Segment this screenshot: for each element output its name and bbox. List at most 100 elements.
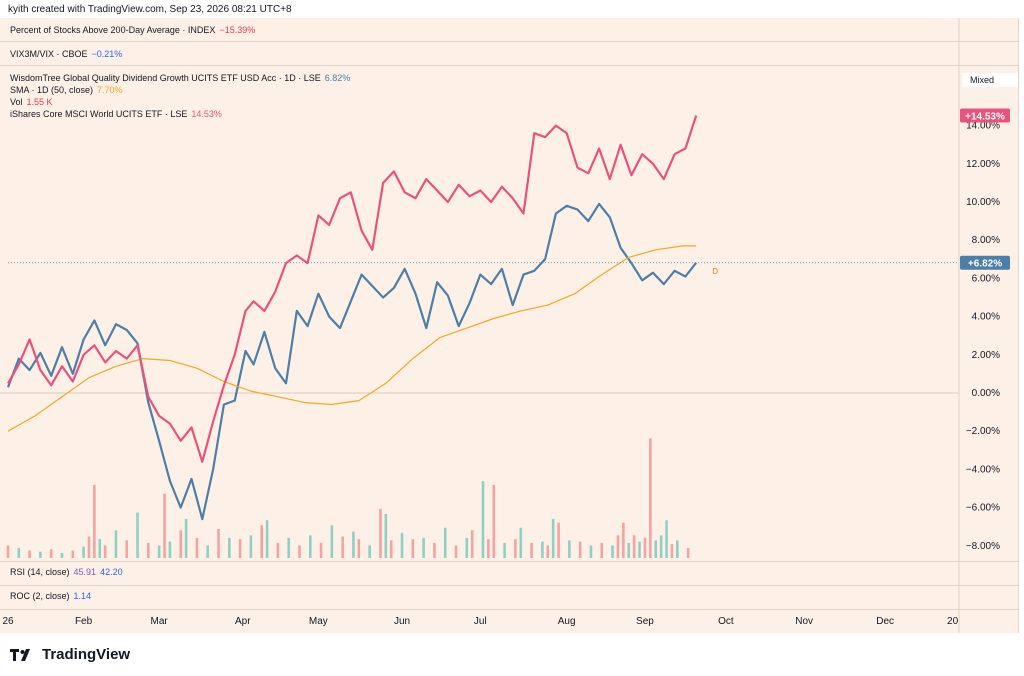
chart-attribution: kyith created with TradingView.com, Sep … <box>8 4 292 15</box>
volume-bar <box>481 481 485 558</box>
volume-bar <box>28 550 31 558</box>
main-legend-1: SMA · 1D (50, close) 7.70% <box>10 85 123 95</box>
y-tick-label: 4.00% <box>972 312 1000 323</box>
volume-bar <box>659 535 663 558</box>
main-legend-3: iShares Core MSCI World UCITS ETF · LSE 1… <box>10 109 222 119</box>
volume-bar <box>557 522 560 558</box>
volume-bar <box>71 550 75 558</box>
y-tick-label: −2.00% <box>966 426 1000 437</box>
x-tick-label: May <box>309 616 328 627</box>
volume-bar <box>206 545 210 558</box>
volume-bar <box>616 535 620 558</box>
volume-bar <box>184 518 188 558</box>
volume-bar <box>319 542 323 558</box>
x-tick-label: 26 <box>2 616 14 627</box>
volume-bar <box>228 537 231 558</box>
volume-bar <box>686 547 690 558</box>
main-legend-0: WisdomTree Global Quality Dividend Growt… <box>10 73 350 83</box>
volume-bar <box>541 541 544 558</box>
breadth-value: −15.39% <box>219 25 256 35</box>
pane-separator <box>0 65 1018 66</box>
x-tick-label: Feb <box>75 616 93 627</box>
volume-bar <box>470 530 474 558</box>
volume-bar <box>568 540 571 558</box>
legend-value: 14.53% <box>191 109 222 119</box>
volume-bar <box>465 537 469 558</box>
volume-bar <box>676 540 679 558</box>
volume-bar <box>179 530 183 558</box>
volume-bar <box>6 545 10 558</box>
volume-bar <box>578 541 582 558</box>
tradingview-logo-icon <box>10 648 30 661</box>
volume-bar <box>384 513 388 558</box>
volume-bar <box>60 552 64 558</box>
x-tick-label: Sep <box>636 616 654 627</box>
volume-bar <box>400 532 404 558</box>
volume-bar <box>638 541 641 558</box>
y-tick-label: −4.00% <box>966 464 1000 475</box>
volume-bar <box>649 438 652 558</box>
volume-bar <box>265 520 269 558</box>
volume-bar <box>389 540 393 558</box>
pane-separator <box>0 609 1018 610</box>
volume-bar <box>125 540 129 558</box>
scale-mode-label: Mixed <box>970 75 995 85</box>
volume-bar <box>503 542 506 558</box>
sma-series-line <box>7 245 697 432</box>
vix-name: VIX3M/VIX · CBOE <box>10 49 88 59</box>
ishares-series-line <box>7 115 698 463</box>
volume-bar <box>114 530 118 558</box>
y-tick-label: 8.00% <box>972 235 1000 246</box>
x-tick-label: Nov <box>795 616 813 627</box>
volume-bar <box>492 484 496 558</box>
tradingview-brand: TradingView <box>42 646 131 663</box>
volume-bar <box>422 537 425 558</box>
volume-bar <box>454 545 458 558</box>
scale-mode-button[interactable]: Mixed <box>962 73 1018 87</box>
y-tick-label: 6.00% <box>972 273 1000 284</box>
vix-legend: VIX3M/VIX · CBOE −0.21% <box>10 49 122 59</box>
volume-bar <box>49 549 53 558</box>
y-tick-label: −8.00% <box>966 541 1000 552</box>
pane-separator <box>0 585 1018 586</box>
pane-separator <box>0 561 1018 562</box>
volume-bar <box>670 544 674 558</box>
roc-legend: ROC (2, close) 1.14 <box>10 591 91 601</box>
breadth-name: Percent of Stocks Above 200-Day Average … <box>10 25 216 35</box>
last-value-tag <box>960 255 1010 270</box>
volume-bar <box>622 522 625 558</box>
last-value-label: +6.82% <box>968 259 1002 270</box>
volume-bar <box>611 545 614 558</box>
wisdomtree-series-line <box>6 202 698 521</box>
vix-value: −0.21% <box>91 49 123 59</box>
volume-bar <box>238 539 242 558</box>
volume-bar <box>627 542 631 558</box>
volume-bar <box>195 537 199 558</box>
volume-bar <box>168 541 172 558</box>
rsi-value-2: 42.20 <box>100 567 123 577</box>
x-tick-label: Jul <box>474 616 487 627</box>
volume-bar <box>589 545 593 558</box>
x-tick-label: Apr <box>235 616 251 627</box>
legend-value: 1.55 K <box>26 97 53 107</box>
legend-value: 7.70% <box>97 85 123 95</box>
roc-name: ROC (2, close) <box>10 591 70 601</box>
volume-bar <box>93 484 96 558</box>
y-tick-label: 10.00% <box>966 197 1000 208</box>
volume-bar <box>249 535 253 558</box>
volume-bar <box>98 539 102 558</box>
x-tick-label: Dec <box>876 616 894 627</box>
volume-bar <box>330 525 334 558</box>
volume-bar <box>443 527 447 558</box>
last-value-label: +14.53% <box>965 111 1005 122</box>
price-chart[interactable]: 14.00% 12.00% 10.00% 8.00% 6.00% 4.00% 2.00% 0.… <box>0 18 1018 633</box>
y-tick-label: 14.00% <box>966 121 1000 132</box>
tradingview-logo: TradingView <box>10 646 130 663</box>
rsi-legend: RSI (14, close) 45.91 42.20 <box>10 567 123 577</box>
main-legend-2: Vol 1.55 K <box>10 97 53 107</box>
volume-bar <box>341 536 344 558</box>
x-tick-label: Jun <box>394 616 410 627</box>
volume-bar <box>87 536 91 558</box>
volume-bar <box>546 545 550 558</box>
volume-bar <box>298 545 301 558</box>
